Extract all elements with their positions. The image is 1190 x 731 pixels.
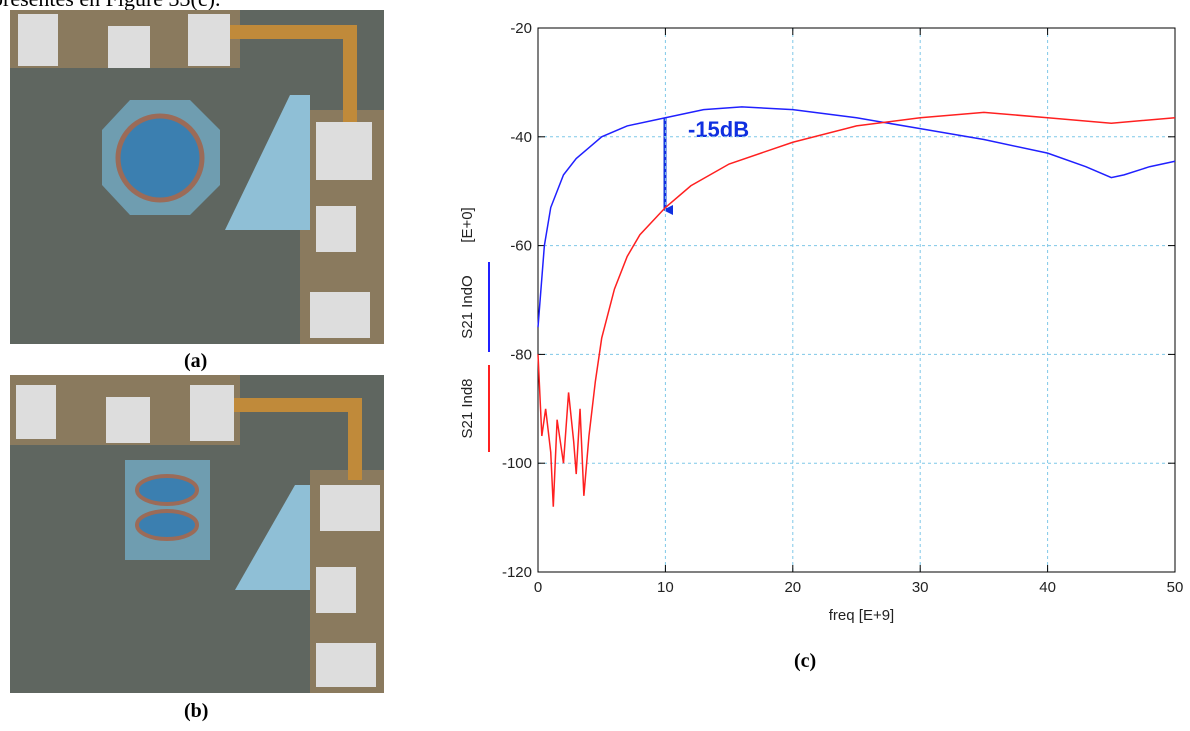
caption: (b) (184, 700, 209, 722)
y-tick-label: -20 (510, 20, 532, 37)
y-tick-label: -80 (510, 346, 532, 363)
x-tick-label: 30 (912, 579, 929, 596)
plot-frame (537, 27, 1176, 573)
x-tick-label: 20 (784, 579, 801, 596)
y-tick-label: -40 (510, 129, 532, 146)
x-axis-label: freq [E+9] (829, 607, 894, 624)
legend-label: S21 Ind8 (459, 378, 476, 438)
y-tick-label: -60 (510, 238, 532, 255)
series-line (537, 111, 1176, 507)
text-fragment: présentés en Figure 33(c). (0, 0, 220, 12)
y-axis-label: [E+0] (459, 207, 476, 242)
y-tick-label: -120 (502, 564, 532, 581)
x-tick-label: 10 (657, 579, 674, 596)
y-tick-label: -100 (502, 455, 532, 472)
micrograph-b (10, 375, 384, 693)
caption: (c) (794, 650, 817, 672)
series-line (537, 106, 1176, 328)
micrograph-a (10, 10, 384, 344)
x-tick-label: 50 (1167, 579, 1184, 596)
legend-label: S21 IndO (459, 275, 476, 338)
annotation: -15dB (688, 117, 749, 142)
x-tick-label: 40 (1039, 579, 1056, 596)
x-tick-label: 0 (534, 579, 542, 596)
caption: (a) (184, 350, 208, 372)
